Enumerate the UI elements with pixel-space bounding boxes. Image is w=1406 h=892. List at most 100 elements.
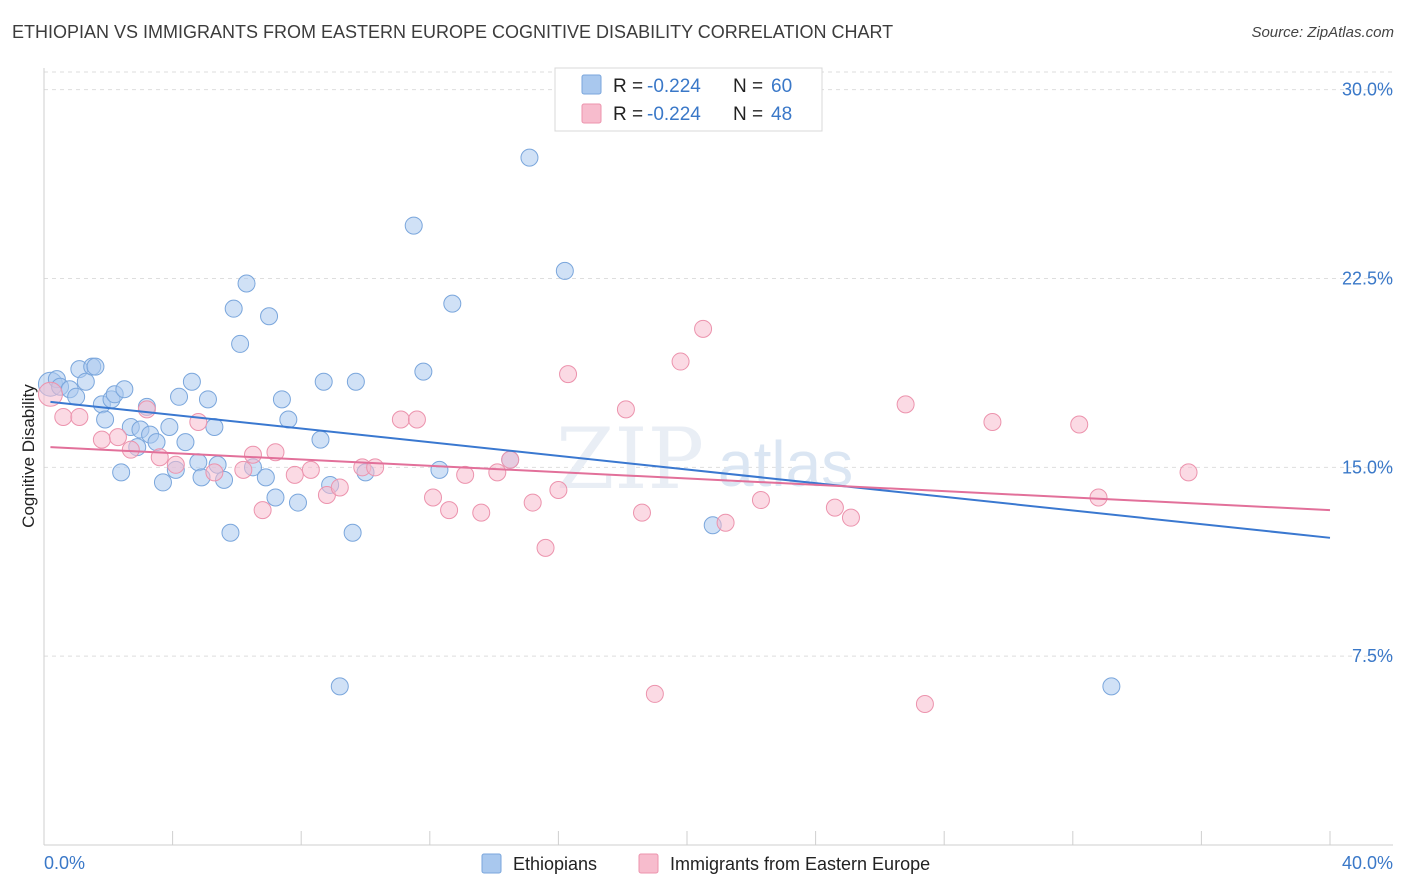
point-ethiopians — [414, 362, 433, 381]
point-ethiopians — [221, 523, 240, 542]
point-ethiopians — [153, 473, 172, 492]
point-eastern-europe — [536, 538, 555, 557]
point-eastern-europe — [1070, 415, 1089, 434]
legend-bottom-label-ethiopians: Ethiopians — [513, 854, 597, 874]
point-eastern-europe — [266, 443, 285, 462]
point-ethiopians — [256, 468, 275, 487]
point-eastern-europe — [37, 381, 63, 407]
point-eastern-europe — [694, 319, 713, 338]
point-ethiopians — [115, 380, 134, 399]
point-ethiopians — [205, 418, 224, 437]
point-ethiopians — [198, 390, 217, 409]
chart-title: ETHIOPIAN VS IMMIGRANTS FROM EASTERN EUR… — [12, 22, 894, 42]
point-eastern-europe — [440, 501, 459, 520]
point-eastern-europe — [488, 463, 507, 482]
x-ticks — [172, 831, 1331, 845]
point-eastern-europe — [205, 463, 224, 482]
watermark-atlas: atlas — [718, 428, 853, 500]
point-eastern-europe — [137, 400, 156, 419]
point-ethiopians — [231, 334, 250, 353]
point-eastern-europe — [166, 455, 185, 474]
legend-n-value-2: 48 — [771, 104, 792, 125]
point-eastern-europe — [559, 365, 578, 384]
point-eastern-europe — [407, 410, 426, 429]
point-ethiopians — [182, 372, 201, 391]
point-ethiopians — [346, 372, 365, 391]
point-eastern-europe — [523, 493, 542, 512]
axes — [43, 68, 1393, 846]
point-eastern-europe — [825, 498, 844, 517]
point-ethiopians — [1102, 677, 1121, 696]
point-eastern-europe — [330, 478, 349, 497]
point-ethiopians — [237, 274, 256, 293]
point-ethiopians — [170, 387, 189, 406]
point-ethiopians — [555, 261, 574, 280]
grid-lines — [44, 71, 1393, 657]
point-ethiopians — [189, 453, 208, 472]
point-ethiopians — [266, 488, 285, 507]
watermark-zip: ZIP — [556, 410, 704, 508]
y-axis-label: Cognitive Disability — [19, 384, 38, 528]
point-ethiopians — [67, 387, 86, 406]
point-eastern-europe — [632, 503, 651, 522]
point-ethiopians — [112, 463, 131, 482]
point-eastern-europe — [716, 513, 735, 532]
point-eastern-europe — [472, 503, 491, 522]
point-ethiopians — [76, 372, 95, 391]
point-ethiopians — [86, 357, 105, 376]
watermark: ZIP atlas — [556, 410, 853, 508]
point-eastern-europe — [841, 508, 860, 527]
point-eastern-europe — [243, 445, 262, 464]
legend-r-label-2: R = — [613, 104, 643, 125]
point-eastern-europe — [54, 407, 73, 426]
point-ethiopians — [147, 433, 166, 452]
trend-lines — [50, 400, 1331, 539]
point-eastern-europe — [424, 488, 443, 507]
point-ethiopians — [343, 523, 362, 542]
point-eastern-europe — [366, 458, 385, 477]
point-ethiopians — [272, 390, 291, 409]
point-ethiopians — [160, 418, 179, 437]
point-eastern-europe — [915, 694, 934, 713]
point-eastern-europe — [501, 450, 520, 469]
legend-swatch-ethiopians — [581, 74, 602, 95]
y-tick-labels: 7.5% 15.0% 22.5% 30.0% — [1342, 80, 1393, 667]
legend-top: R = -0.224 N = 60 R = -0.224 N = 48 — [554, 67, 823, 132]
point-eastern-europe — [391, 410, 410, 429]
point-eastern-europe — [253, 501, 272, 520]
point-ethiopians — [430, 460, 449, 479]
legend-bottom-swatch-eastern-europe — [638, 853, 659, 874]
trend-line-ethiopians — [50, 400, 1331, 539]
point-eastern-europe — [92, 430, 111, 449]
y-tick-label: 15.0% — [1342, 457, 1393, 477]
point-ethiopians — [443, 294, 462, 313]
y-tick-label: 7.5% — [1352, 646, 1393, 666]
point-eastern-europe — [645, 684, 664, 703]
point-eastern-europe — [1179, 463, 1198, 482]
legend-n-value-1: 60 — [771, 76, 792, 97]
point-ethiopians — [224, 299, 243, 318]
point-eastern-europe — [983, 412, 1002, 431]
legend-bottom: Ethiopians Immigrants from Eastern Europ… — [481, 853, 930, 874]
point-eastern-europe — [456, 465, 475, 484]
point-eastern-europe — [121, 440, 140, 459]
legend-r-value-2: -0.224 — [647, 104, 701, 125]
point-eastern-europe — [234, 460, 253, 479]
point-eastern-europe — [301, 460, 320, 479]
point-ethiopians — [520, 148, 539, 167]
point-ethiopians — [260, 307, 279, 326]
legend-swatch-eastern-europe — [581, 103, 602, 124]
point-eastern-europe — [616, 400, 635, 419]
point-eastern-europe — [285, 465, 304, 484]
point-eastern-europe — [549, 480, 568, 499]
trend-line-eastern-europe — [50, 446, 1331, 512]
point-eastern-europe — [751, 491, 770, 510]
point-ethiopians — [404, 216, 423, 235]
y-tick-label: 30.0% — [1342, 80, 1393, 100]
point-ethiopians — [330, 677, 349, 696]
legend-n-label-2: N = — [733, 104, 763, 125]
x-tick-label-min: 0.0% — [44, 853, 85, 873]
point-ethiopians — [288, 493, 307, 512]
legend-r-value-1: -0.224 — [647, 76, 701, 97]
